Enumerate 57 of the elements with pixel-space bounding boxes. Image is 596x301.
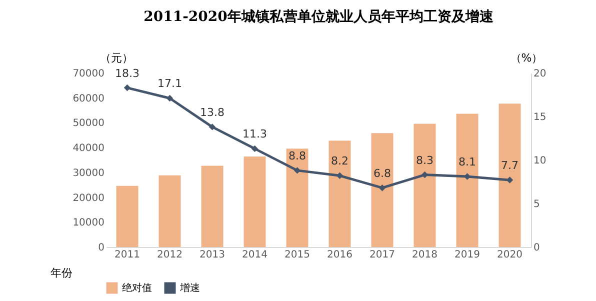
data-label: 7.7 <box>501 159 518 172</box>
legend-label: 增速 <box>179 282 200 294</box>
x-tick-label: 2013 <box>200 250 225 260</box>
bar <box>116 186 138 247</box>
y-tick-label: 40000 <box>72 143 104 154</box>
chart-title: 2011-2020年城镇私营单位就业人员年平均工资及增速 <box>144 9 494 25</box>
x-tick-label: 2014 <box>242 250 268 260</box>
y-tick-label: 10000 <box>72 218 104 229</box>
bar <box>371 133 394 247</box>
point <box>336 172 344 180</box>
y-tick-label: 0 <box>98 242 104 254</box>
bar <box>201 166 224 247</box>
bar <box>414 124 436 247</box>
x-tick-label: 2011 <box>114 250 140 260</box>
x-tick-label: 2018 <box>412 250 438 260</box>
point <box>208 124 216 130</box>
x-tick-label: 2017 <box>370 250 395 260</box>
point <box>378 184 386 192</box>
x-axis-title: 年份 <box>50 266 72 280</box>
bar <box>286 148 308 247</box>
y-axis-title: （元） <box>100 52 133 64</box>
bar <box>498 104 521 247</box>
y-tick-label: 20000 <box>72 192 104 204</box>
data-label: 8.2 <box>331 154 348 168</box>
x-tick-label: 2012 <box>157 250 182 260</box>
x-tick-label: 2020 <box>497 250 522 260</box>
bar <box>456 114 478 247</box>
y-tick-label: 60000 <box>72 93 104 104</box>
data-label: 8.1 <box>458 156 476 169</box>
bar <box>328 140 351 247</box>
x-tick-label: 2015 <box>284 250 310 260</box>
point <box>294 167 301 174</box>
y2-axis-title: （%） <box>510 52 543 64</box>
data-label: 6.8 <box>374 166 391 180</box>
y-tick-label: 30000 <box>72 168 104 179</box>
data-label: 8.3 <box>416 154 434 167</box>
bar <box>244 156 266 247</box>
data-label: 17.1 <box>158 77 182 90</box>
point <box>166 94 174 102</box>
point <box>251 145 258 152</box>
data-label: 18.3 <box>115 66 140 80</box>
y2-tick-label: 20 <box>534 68 546 80</box>
data-label: 11.3 <box>242 128 267 141</box>
y-tick-label: 70000 <box>72 68 104 80</box>
x-tick-label: 2019 <box>454 250 480 260</box>
legend-label: 绝对值 <box>122 282 152 294</box>
x-tick-label: 2016 <box>327 250 352 260</box>
y2-tick-label: 5 <box>534 199 540 210</box>
bar <box>158 175 181 247</box>
data-label: 8.8 <box>288 149 306 162</box>
data-label: 13.8 <box>200 106 224 119</box>
point <box>124 84 131 92</box>
point <box>421 171 428 178</box>
y2-tick-label: 0 <box>534 242 540 254</box>
y2-tick-label: 15 <box>534 112 546 123</box>
y-tick-label: 50000 <box>72 118 104 130</box>
y2-tick-label: 10 <box>534 156 546 166</box>
